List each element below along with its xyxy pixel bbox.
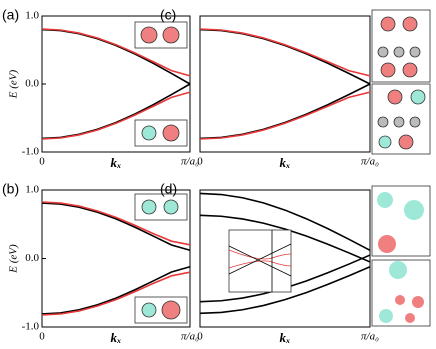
x-axis-label: kₓ: [111, 330, 122, 345]
orbital: [398, 134, 414, 150]
orbital: [380, 62, 396, 78]
band-line: [199, 83, 371, 140]
band-line: [41, 271, 191, 316]
orbital: [161, 300, 181, 320]
x-tick-label: 0: [197, 156, 203, 168]
orbital: [387, 89, 403, 105]
atom: [377, 46, 389, 58]
plot-frame: [199, 15, 371, 153]
band-line: [41, 91, 191, 140]
orbital: [404, 200, 424, 220]
x-tick-label: π/a₀: [361, 331, 379, 343]
y-tick-label: 0.0: [25, 252, 39, 264]
band-line: [199, 91, 371, 140]
band-line: [199, 214, 371, 263]
orbital: [380, 16, 396, 32]
band-line: [199, 265, 371, 315]
orbital: [389, 261, 407, 279]
orbital: [402, 16, 418, 32]
x-axis-label: kₓ: [280, 155, 291, 170]
panel-label: (a): [2, 7, 19, 23]
y-tick-label: 1.0: [25, 184, 39, 196]
orbital: [162, 26, 180, 44]
atom: [409, 46, 421, 58]
orbital: [141, 199, 157, 215]
y-axis-label: E (eV): [8, 69, 20, 99]
atom: [409, 116, 421, 128]
panel-label: (d): [160, 181, 177, 197]
x-tick-label: 0: [197, 331, 203, 343]
orbital: [412, 296, 424, 308]
inset-curve: [228, 230, 292, 292]
x-tick-label: π/a₀: [181, 331, 199, 343]
orbital: [379, 309, 393, 323]
y-tick-label: 0.0: [25, 78, 39, 90]
atom: [393, 116, 405, 128]
orbital: [395, 295, 405, 305]
plot-frame: [199, 189, 371, 328]
orbital: [162, 124, 180, 142]
band-line: [41, 201, 191, 246]
band-line: [41, 202, 191, 252]
x-tick-label: 0: [39, 156, 45, 168]
orbital: [141, 302, 157, 318]
orbital: [140, 26, 158, 44]
x-axis-label: kₓ: [280, 330, 291, 345]
band-line: [41, 265, 191, 315]
orbital: [377, 192, 393, 208]
panel-label: (c): [160, 7, 176, 23]
orbital: [402, 62, 418, 78]
band-line: [199, 28, 371, 77]
orbital: [163, 199, 179, 215]
y-axis-label: E (eV): [8, 244, 20, 274]
orbital: [378, 135, 392, 149]
band-line: [199, 28, 371, 85]
band-line: [199, 192, 371, 251]
atom: [377, 116, 389, 128]
orbital: [405, 313, 415, 323]
x-tick-label: 0: [39, 331, 45, 343]
y-tick-label: -1.0: [22, 321, 40, 333]
x-tick-label: π/a₀: [181, 156, 199, 168]
orbital: [410, 89, 426, 105]
y-tick-label: 1.0: [25, 10, 39, 22]
y-tick-label: -1.0: [22, 146, 40, 158]
atom: [393, 46, 405, 58]
x-axis-label: kₓ: [111, 155, 122, 170]
insets: [134, 9, 431, 327]
band-line: [41, 28, 191, 77]
x-tick-label: π/a₀: [361, 156, 379, 168]
orbital: [141, 125, 157, 141]
orbital: [378, 235, 396, 253]
panel-label: (b): [2, 181, 19, 197]
